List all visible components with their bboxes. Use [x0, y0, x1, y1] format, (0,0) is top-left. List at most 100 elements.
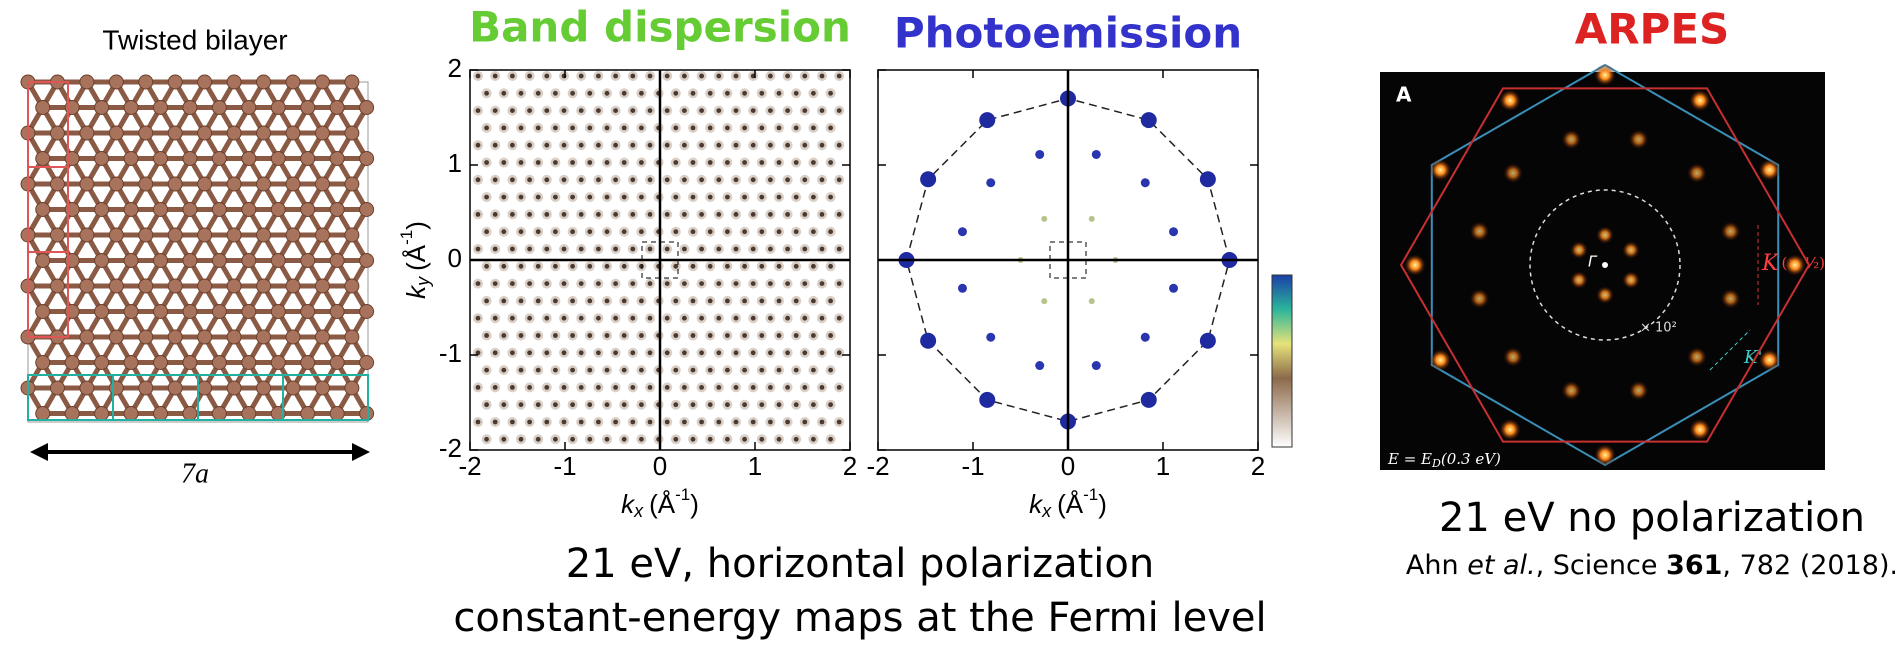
spot — [622, 229, 627, 234]
spot — [1499, 89, 1521, 111]
spot — [622, 160, 627, 165]
spot — [519, 229, 524, 234]
spot — [605, 368, 610, 373]
spot — [519, 126, 524, 131]
atom — [286, 126, 300, 140]
spot — [648, 247, 653, 252]
spot — [630, 212, 635, 217]
spot — [510, 281, 515, 286]
spot — [1594, 64, 1616, 86]
spot — [673, 126, 678, 131]
spot — [622, 91, 627, 96]
spot — [820, 74, 825, 79]
spot — [682, 316, 687, 321]
x-tick-label: 2 — [1251, 451, 1265, 481]
spot — [777, 368, 782, 373]
spot — [639, 402, 644, 407]
spot — [501, 160, 506, 165]
atom — [80, 381, 94, 395]
spot — [691, 402, 696, 407]
spot — [794, 126, 799, 131]
spot — [742, 264, 747, 269]
spot — [476, 74, 481, 79]
spot — [1687, 347, 1707, 367]
atom — [80, 126, 94, 140]
spot — [605, 299, 610, 304]
spot — [1759, 159, 1781, 181]
spot — [1689, 419, 1711, 441]
spot — [630, 143, 635, 148]
atom — [183, 203, 197, 217]
atom — [183, 305, 197, 319]
spot — [920, 333, 936, 349]
spot — [544, 212, 549, 217]
atom — [139, 75, 153, 89]
spot — [570, 229, 575, 234]
atom — [168, 381, 182, 395]
atom — [168, 330, 182, 344]
spot — [725, 264, 730, 269]
spot — [527, 247, 532, 252]
panel-letter: A — [1396, 83, 1412, 107]
atom — [153, 407, 167, 421]
spot — [579, 108, 584, 113]
spot — [828, 402, 833, 407]
axis-sup: -1 — [397, 230, 416, 245]
spot — [613, 74, 618, 79]
spot — [708, 264, 713, 269]
spot — [837, 212, 842, 217]
spot — [759, 229, 764, 234]
spot — [785, 385, 790, 390]
atom — [212, 407, 226, 421]
spot — [493, 350, 498, 355]
spot — [639, 91, 644, 96]
spot — [682, 212, 687, 217]
spot — [665, 350, 670, 355]
spot — [1169, 227, 1178, 236]
atom — [36, 356, 50, 370]
spot — [665, 420, 670, 425]
spot — [1089, 298, 1095, 304]
spot — [519, 402, 524, 407]
spot — [673, 195, 678, 200]
spot — [751, 350, 756, 355]
spot — [510, 212, 515, 217]
atom — [257, 228, 271, 242]
gamma-point — [1602, 262, 1608, 268]
spot — [820, 212, 825, 217]
spot — [536, 264, 541, 269]
atom — [65, 356, 79, 370]
spot — [1141, 178, 1150, 187]
spot — [1570, 241, 1588, 259]
spot — [734, 108, 739, 113]
spot — [648, 177, 653, 182]
atom — [301, 407, 315, 421]
spot — [785, 177, 790, 182]
cite-journal: , Science — [1536, 550, 1666, 581]
atom — [36, 101, 50, 115]
spot — [682, 281, 687, 286]
y-tick-label: 2 — [448, 53, 462, 83]
spot — [794, 160, 799, 165]
spot — [553, 126, 558, 131]
spot — [519, 437, 524, 442]
spot — [699, 281, 704, 286]
spot — [811, 195, 816, 200]
atom — [95, 407, 109, 421]
atom — [227, 228, 241, 242]
spot — [1629, 129, 1649, 149]
spot — [708, 126, 713, 131]
spot — [828, 195, 833, 200]
spot — [553, 402, 558, 407]
spot — [716, 177, 721, 182]
spot — [562, 385, 567, 390]
spot — [476, 143, 481, 148]
spot — [570, 333, 575, 338]
spot — [519, 195, 524, 200]
spot — [759, 91, 764, 96]
spot — [794, 299, 799, 304]
atom — [330, 203, 344, 217]
spot — [811, 299, 816, 304]
spot — [811, 333, 816, 338]
atom — [109, 126, 123, 140]
